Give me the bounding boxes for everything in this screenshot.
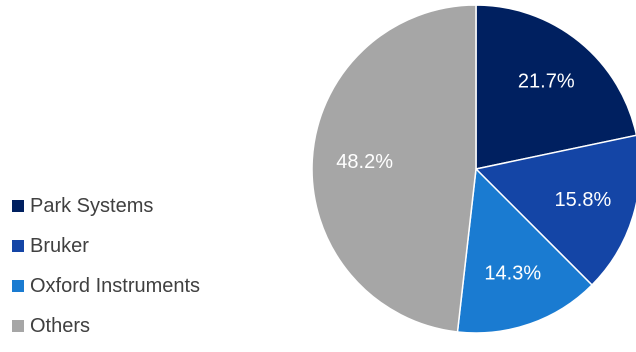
pie-slice-bruker	[474, 134, 636, 287]
legend-label-bruker: Bruker	[30, 234, 89, 257]
pie-slice-oxford-instruments	[456, 167, 594, 334]
data-label-oxford-instruments: 14.3%	[484, 263, 541, 285]
legend-swatch-park-systems	[12, 200, 24, 212]
chart-area: Park Systems Bruker Oxford Instruments O…	[12, 4, 636, 337]
legend-swatch-oxford-instruments	[12, 280, 24, 292]
data-label-park-systems: 21.7%	[518, 71, 575, 93]
legend-label-park-systems: Park Systems	[30, 194, 154, 217]
legend: Park Systems Bruker Oxford Instruments O…	[12, 192, 272, 352]
legend-item-park-systems: Park Systems	[12, 192, 272, 220]
legend-swatch-others	[12, 320, 24, 332]
legend-item-oxford-instruments: Oxford Instruments	[12, 272, 272, 300]
data-label-bruker: 15.8%	[555, 189, 612, 211]
legend-item-others: Others	[12, 312, 272, 340]
legend-label-others: Others	[30, 314, 91, 337]
pie-slice-park-systems	[475, 4, 636, 170]
data-label-others: 48.2%	[336, 151, 393, 173]
legend-swatch-bruker	[12, 240, 24, 252]
pie-slice-others	[311, 4, 477, 333]
legend-label-oxford-instruments: Oxford Instruments	[30, 274, 201, 297]
legend-item-bruker: Bruker	[12, 232, 272, 260]
pie-chart: 21.7% 15.8% 14.3% 48.2%	[311, 4, 636, 334]
